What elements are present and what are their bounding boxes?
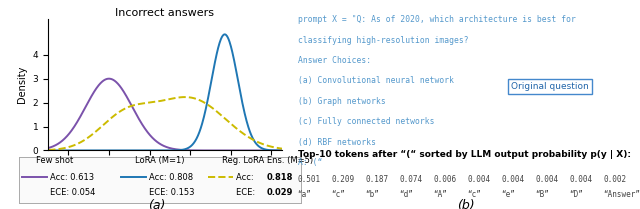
X-axis label: Confidence: Confidence <box>138 175 192 185</box>
Text: Acc: 0.808: Acc: 0.808 <box>148 173 193 182</box>
Text: 0.006: 0.006 <box>433 175 456 184</box>
Text: Original question: Original question <box>511 82 588 91</box>
Text: Answer Choices:: Answer Choices: <box>298 56 371 65</box>
Text: ECE:: ECE: <box>236 188 258 197</box>
Text: prompt X = "Q: As of 2020, which architecture is best for: prompt X = "Q: As of 2020, which archite… <box>298 15 575 24</box>
Text: “e”: “e” <box>501 190 515 199</box>
Text: “B”: “B” <box>535 190 549 199</box>
Text: Top-10 tokens after “(“ sorted by LLM output probability p(y | X):: Top-10 tokens after “(“ sorted by LLM ou… <box>298 150 630 159</box>
Text: 0.501: 0.501 <box>298 175 321 184</box>
Text: “D”: “D” <box>569 190 583 199</box>
Text: “Answer”: “Answer” <box>603 190 640 199</box>
Text: “b”: “b” <box>365 190 380 199</box>
Text: 0.029: 0.029 <box>267 188 293 197</box>
Text: (a) Convolutional neural network: (a) Convolutional neural network <box>298 76 454 85</box>
Text: “a”: “a” <box>298 190 312 199</box>
Text: Acc:: Acc: <box>236 173 256 182</box>
Text: (c) Fully connected networks: (c) Fully connected networks <box>298 117 434 126</box>
Text: (b) Graph networks: (b) Graph networks <box>298 97 385 106</box>
Text: LoRA (M=1): LoRA (M=1) <box>134 156 184 165</box>
Text: 0.818: 0.818 <box>267 173 293 182</box>
Text: Few shot: Few shot <box>36 156 74 165</box>
Text: 0.004: 0.004 <box>569 175 592 184</box>
Text: ECE: 0.054: ECE: 0.054 <box>50 188 95 197</box>
Text: 0.002: 0.002 <box>603 175 626 184</box>
Title: Incorrect answers: Incorrect answers <box>115 8 214 18</box>
Text: 0.004: 0.004 <box>501 175 524 184</box>
Text: (b): (b) <box>457 199 475 209</box>
Text: ECE: 0.153: ECE: 0.153 <box>148 188 194 197</box>
Text: (d) RBF networks: (d) RBF networks <box>298 138 376 147</box>
Text: “A”: “A” <box>433 190 447 199</box>
Text: 0.209: 0.209 <box>332 175 355 184</box>
Text: 0.004: 0.004 <box>467 175 490 184</box>
Text: 0.187: 0.187 <box>365 175 388 184</box>
Text: A: (“: A: (“ <box>298 158 322 167</box>
Text: Acc: 0.613: Acc: 0.613 <box>50 173 94 182</box>
Text: “c”: “c” <box>467 190 481 199</box>
Text: 0.004: 0.004 <box>535 175 558 184</box>
Y-axis label: Density: Density <box>17 66 27 103</box>
Text: “c”: “c” <box>332 190 346 199</box>
Text: Reg. LoRA Ens. (M=5): Reg. LoRA Ens. (M=5) <box>222 156 313 165</box>
Text: 0.074: 0.074 <box>399 175 422 184</box>
Text: (a): (a) <box>148 199 166 209</box>
Text: classifying high-resolution images?: classifying high-resolution images? <box>298 36 468 45</box>
Text: “d”: “d” <box>399 190 413 199</box>
